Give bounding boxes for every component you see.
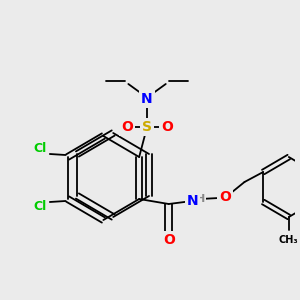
Text: N: N [141, 92, 153, 106]
Text: O: O [219, 190, 231, 204]
Text: Cl: Cl [33, 142, 46, 155]
Text: N: N [187, 194, 198, 208]
Text: O: O [122, 120, 133, 134]
Text: O: O [161, 120, 173, 134]
Text: CH₃: CH₃ [279, 235, 298, 245]
Text: O: O [163, 233, 175, 247]
Text: S: S [142, 120, 152, 134]
Text: Cl: Cl [33, 200, 46, 214]
Text: H: H [196, 194, 205, 204]
